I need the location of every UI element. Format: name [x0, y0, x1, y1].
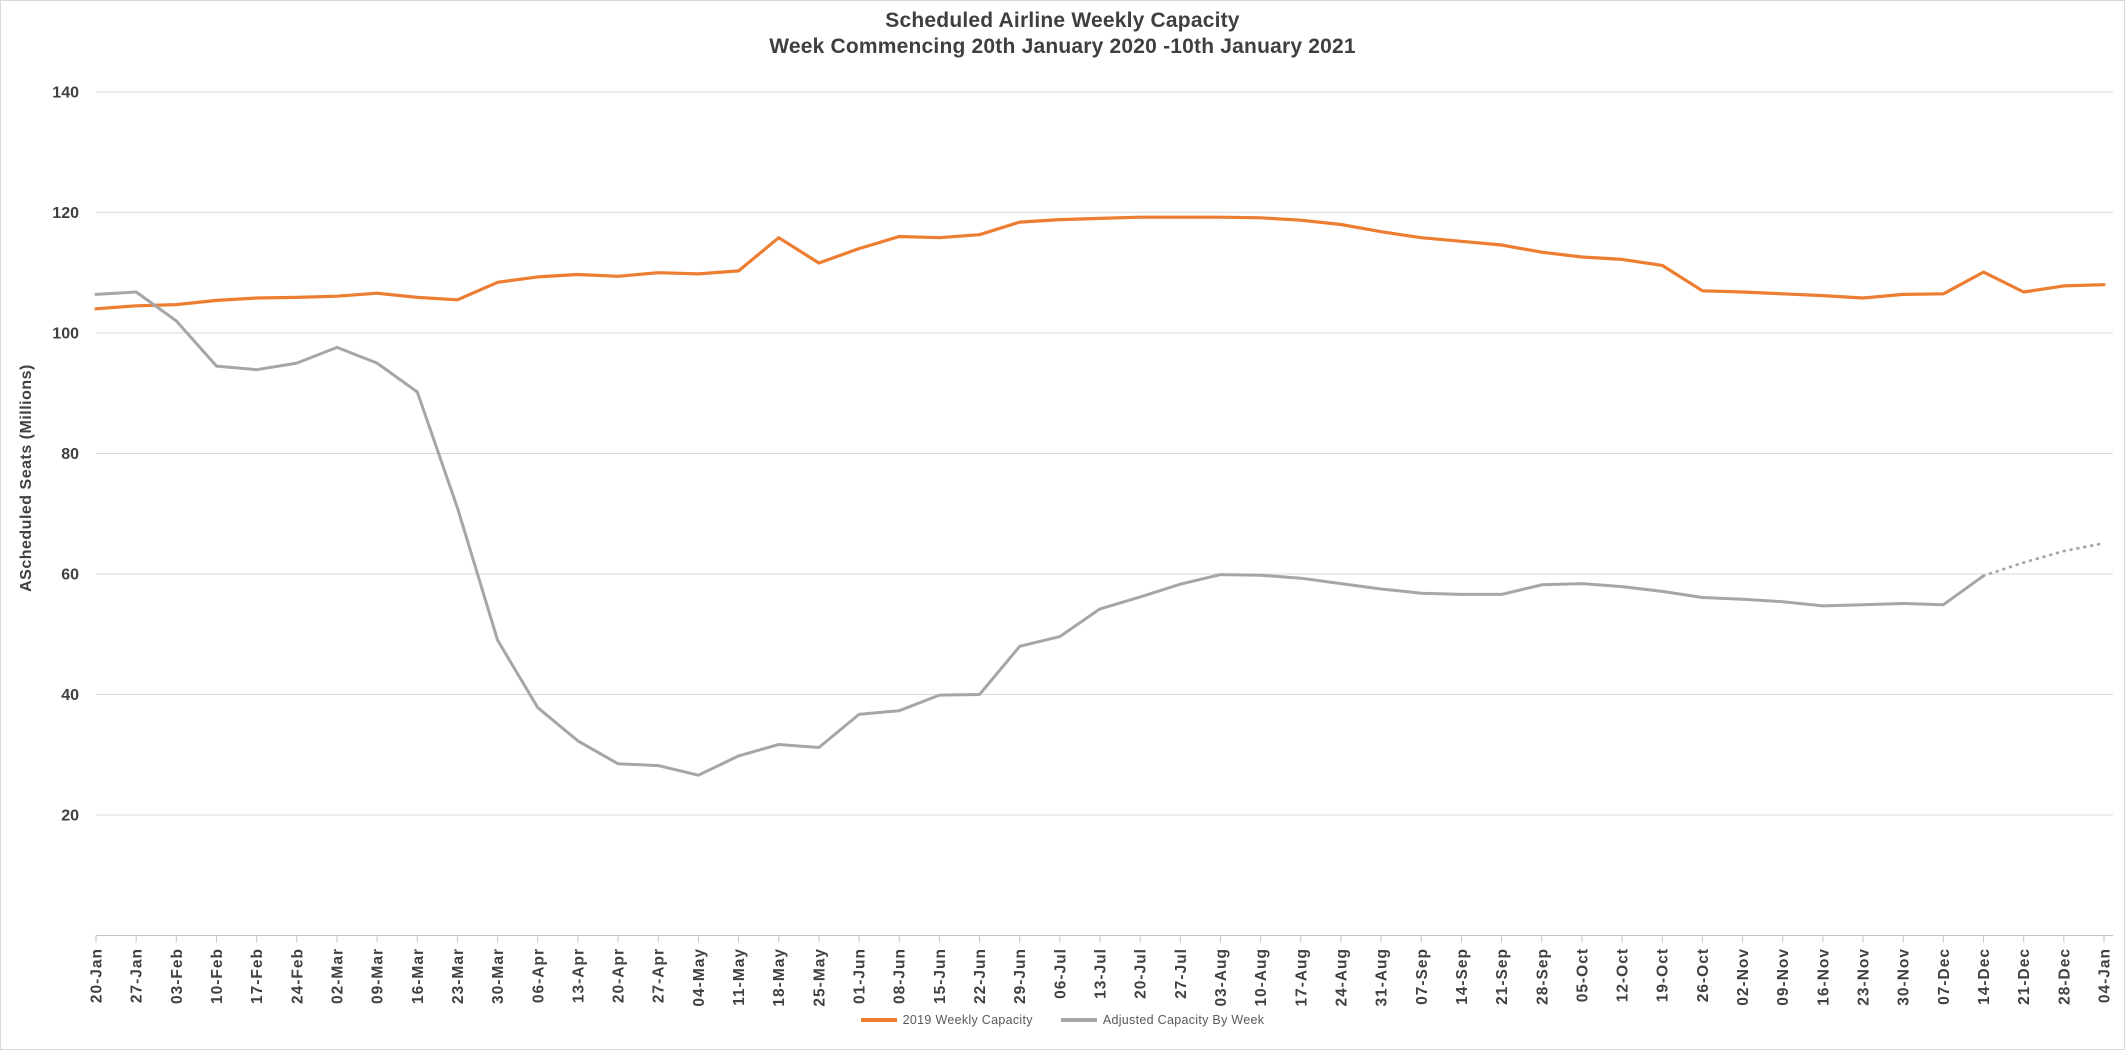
x-tick-label: 05-Oct: [1574, 948, 1591, 1002]
x-tick-label: 30-Mar: [490, 948, 507, 1004]
x-tick-label: 09-Mar: [370, 948, 387, 1004]
x-tick-label: 28-Dec: [2056, 948, 2073, 1005]
x-tick-label: 24-Feb: [289, 948, 306, 1004]
x-tick-label: 02-Nov: [1735, 948, 1752, 1006]
x-tick-label: 13-Apr: [570, 948, 587, 1003]
chart-title-block: Scheduled Airline Weekly Capacity Week C…: [1, 8, 2124, 60]
x-tick-label: 20-Apr: [611, 948, 628, 1003]
x-tick-label: 23-Nov: [1856, 948, 1873, 1006]
series-line-2019-weekly-capacity: [94, 215, 2106, 311]
x-tick-label: 15-Jun: [932, 948, 949, 1004]
x-tick-label: 18-May: [771, 948, 788, 1007]
x-tick-label: 29-Jun: [1012, 948, 1029, 1004]
x-tick-label: 02-Mar: [329, 948, 346, 1004]
x-tick-label: 25-May: [811, 948, 828, 1007]
x-tick-label: 03-Feb: [169, 948, 186, 1004]
x-tick-label: 07-Dec: [1936, 948, 1953, 1005]
x-tick-label: 03-Aug: [1213, 948, 1230, 1007]
legend-label: 2019 Weekly Capacity: [902, 1013, 1033, 1027]
x-tick-label: 24-Aug: [1333, 948, 1350, 1007]
legend: 2019 Weekly Capacity Adjusted Capacity By…: [1, 1013, 2124, 1027]
x-tick-label: 21-Sep: [1494, 948, 1511, 1005]
x-tick-label: 10-Aug: [1253, 948, 1270, 1007]
x-tick-label: 13-Jul: [1093, 948, 1110, 999]
x-tick-label: 17-Aug: [1293, 948, 1310, 1007]
x-tick-label: 19-Oct: [1655, 948, 1672, 1002]
legend-line-swatch: [1060, 1018, 1097, 1022]
x-tick-label: 06-Jul: [1052, 948, 1069, 999]
x-tick-label: 12-Oct: [1615, 948, 1632, 1002]
x-tick-label: 09-Nov: [1775, 948, 1792, 1006]
y-tick-label: 140: [52, 84, 79, 101]
legend-line-swatch: [860, 1018, 897, 1022]
legend-item: 2019 Weekly Capacity: [860, 1013, 1033, 1027]
legend-item: Adjusted Capacity By Week: [1060, 1013, 1265, 1027]
series-line-adjusted-capacity-projected: [1982, 541, 2106, 578]
x-tick-label: 23-Mar: [450, 948, 467, 1004]
x-tick-label: 20-Jul: [1133, 948, 1150, 999]
chart-title: Scheduled Airline Weekly Capacity: [885, 9, 1240, 32]
series-line-adjusted-capacity: [94, 290, 1985, 777]
chart-subtitle: Week Commencing 20th January 2020 -10th …: [769, 35, 1356, 58]
x-tick-label: 04-May: [691, 948, 708, 1007]
x-tick-label: 22-Jun: [972, 948, 989, 1004]
x-tick-label: 14-Sep: [1454, 948, 1471, 1005]
x-tick-label: 28-Sep: [1534, 948, 1551, 1005]
x-tick-label: 20-Jan: [89, 948, 106, 1003]
y-tick-label: 40: [61, 687, 79, 704]
y-tick-label: 20: [61, 807, 79, 824]
x-tick-label: 30-Nov: [1896, 948, 1913, 1006]
x-tick-label: 14-Dec: [1976, 948, 1993, 1005]
legend-label: Adjusted Capacity By Week: [1102, 1013, 1265, 1027]
x-tick-label: 06-Apr: [530, 948, 547, 1003]
x-tick-label: 26-Oct: [1695, 948, 1712, 1002]
y-tick-label: 100: [52, 325, 79, 342]
x-tick-label: 27-Jan: [129, 948, 146, 1003]
x-tick-label: 11-May: [731, 948, 748, 1006]
y-tick-label: 80: [61, 446, 79, 463]
x-tick-label: 01-Jun: [852, 948, 869, 1004]
y-tick-label: 60: [61, 566, 79, 583]
x-tick-label: 21-Dec: [2016, 948, 2033, 1005]
x-tick-label: 16-Mar: [410, 948, 427, 1004]
x-tick-label: 17-Feb: [249, 948, 266, 1004]
x-tick-label: 04-Jan: [2097, 948, 2114, 1003]
y-tick-label: 120: [52, 205, 79, 222]
x-tick-label: 10-Feb: [209, 948, 226, 1004]
x-tick-label: 31-Aug: [1374, 948, 1391, 1007]
x-tick-label: 08-Jun: [892, 948, 909, 1004]
x-tick-label: 27-Jul: [1173, 948, 1190, 999]
x-tick-label: 07-Sep: [1414, 948, 1431, 1005]
x-tick-label: 16-Nov: [1815, 948, 1832, 1006]
x-tick-label: 27-Apr: [651, 948, 668, 1003]
